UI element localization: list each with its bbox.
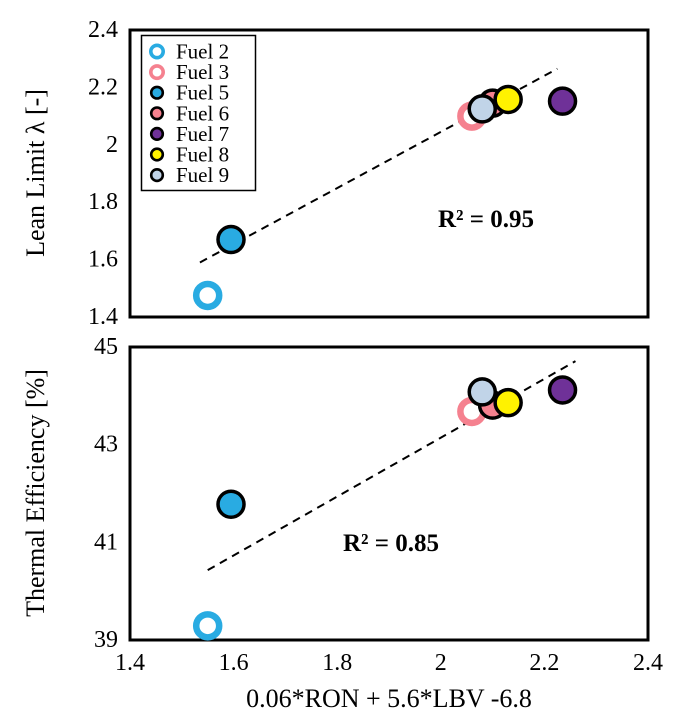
x-tick-label: 1.6 [219,650,249,676]
y-tick-label: 1.4 [88,304,118,330]
filled-circle-icon [149,147,165,162]
filled-circle-icon [149,85,165,100]
panel-bottom: 2.4 2.2 2 1.8 1.6 1.4 45 43 41 39 [94,334,663,676]
x-tick-label: 2.2 [529,650,559,676]
plot-frame [128,28,650,319]
x-tick-label: 1.4 [115,650,145,676]
data-point-fuel-8 [493,84,523,115]
panel-top: 2.4 2.2 2 1.8 1.6 1.4 [88,17,650,330]
y-tick-label: 1.8 [88,189,118,215]
legend-label: Fuel 5 [176,81,229,105]
data-point-fuel-9 [467,94,497,124]
plot-frame [128,345,650,642]
y-tick-label: 41 [94,529,118,555]
data-point-fuel-8 [493,387,523,418]
legend-label: Fuel 3 [176,60,229,84]
legend-label: Fuel 7 [176,122,229,146]
filled-circle-icon [149,126,165,141]
x-tick-label: 2 [435,650,447,676]
data-point-fuel-9 [467,377,497,407]
y-tick-label: 1.6 [88,247,118,273]
filled-circle-icon [149,168,165,183]
x-tick-label: 2.4 [633,650,663,676]
legend-label: Fuel 8 [176,143,229,167]
legend-label: Fuel 2 [176,40,229,64]
y-tick-label: 43 [94,432,118,458]
data-point-fuel-2 [192,611,223,641]
legend-label: Fuel 6 [176,101,229,125]
legend-label: Fuel 9 [176,163,229,187]
y-axis-title-top: Lean Limit λ [-] [21,89,50,257]
y-tick-label: 2.2 [88,74,118,100]
open-circle-icon [149,43,166,60]
x-axis-title: 0.06*RON + 5.6*LBV -6.8 [246,684,532,713]
x-tick-label: 1.8 [322,650,352,676]
data-point-fuel-7 [547,375,578,405]
r-squared-annotation-top: R² = 0.95 [438,206,534,233]
y-tick-label: 2.4 [88,17,118,43]
data-points [192,84,578,311]
y-tick-label: 39 [94,627,118,653]
y-tick-label: 2 [106,132,118,158]
r-squared-annotation-bottom: R² = 0.85 [343,530,439,557]
y-tick-label: 45 [94,334,118,360]
open-circle-icon [149,64,166,81]
data-point-fuel-5 [216,489,246,519]
data-points [192,375,578,641]
data-point-fuel-7 [547,86,578,116]
y-axis-title-bottom: Thermal Efficiency [%] [21,369,50,617]
data-point-fuel-5 [216,224,246,255]
filled-circle-icon [149,106,165,121]
data-point-fuel-2 [192,280,223,311]
